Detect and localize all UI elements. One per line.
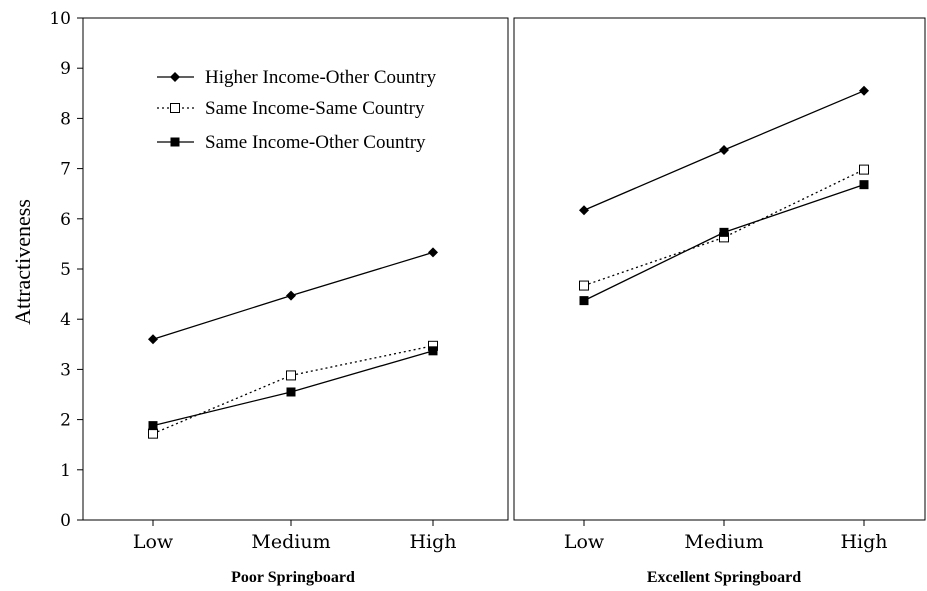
data-point (719, 145, 729, 156)
data-point (719, 227, 729, 237)
y-tick-label: 8 (60, 109, 71, 129)
x-tick-label: Medium (684, 531, 763, 553)
legend-marker (170, 103, 180, 113)
series-line (152, 345, 434, 435)
plot-frame (82, 17, 509, 521)
legend-entry: Higher Income-Other Country (205, 67, 437, 88)
y-tick-label: 10 (49, 9, 71, 29)
x-tick-label: Low (133, 531, 174, 553)
y-axis-label: Attractiveness (10, 199, 35, 325)
panels: Low Medium High Poor Springboard Low Medium Hi… (82, 17, 926, 586)
x-tick-label: High (840, 531, 887, 553)
panel-excellent-springboard: Low Medium High Excellent Springboard (513, 17, 926, 586)
data-point (286, 290, 296, 301)
y-tick-label: 9 (60, 59, 71, 79)
panel-poor-springboard: Low Medium High Poor Springboard (82, 17, 509, 586)
data-point (148, 428, 158, 439)
x-tick-label: Medium (251, 531, 330, 553)
data-point (286, 370, 296, 381)
y-tick-label: 4 (60, 310, 71, 330)
y-tick-label: 6 (60, 210, 71, 230)
y-tick-label: 7 (60, 160, 71, 180)
legend-entry: Same Income-Same Country (205, 98, 425, 119)
data-point (579, 280, 589, 291)
legend-marker (170, 72, 180, 82)
plot-frame (513, 17, 926, 521)
legend: Higher Income-Other Country Same Income-S… (157, 67, 437, 153)
series-line (583, 184, 865, 302)
data-point (859, 164, 869, 175)
panel-title: Poor Springboard (231, 569, 355, 586)
y-tick-label: 1 (60, 461, 71, 481)
series-line (583, 169, 865, 287)
data-point (579, 296, 589, 306)
y-tick-label: 0 (60, 511, 71, 531)
x-tick-label: Low (564, 531, 605, 553)
y-ticks: 0 1 2 3 4 5 6 7 8 9 10 (49, 9, 83, 531)
data-point (579, 205, 589, 216)
y-tick-label: 3 (60, 360, 71, 380)
x-tick-label: High (409, 531, 456, 553)
data-point (148, 334, 158, 345)
data-point (428, 247, 438, 258)
data-point (148, 421, 158, 431)
y-tick-label: 2 (60, 411, 71, 431)
data-point (859, 85, 869, 96)
legend-marker (170, 137, 180, 147)
data-point (859, 180, 869, 190)
data-point (286, 387, 296, 397)
y-tick-label: 5 (60, 260, 71, 280)
data-point (428, 346, 438, 356)
panel-title: Excellent Springboard (647, 569, 801, 586)
legend-entry: Same Income-Other Country (205, 132, 426, 153)
